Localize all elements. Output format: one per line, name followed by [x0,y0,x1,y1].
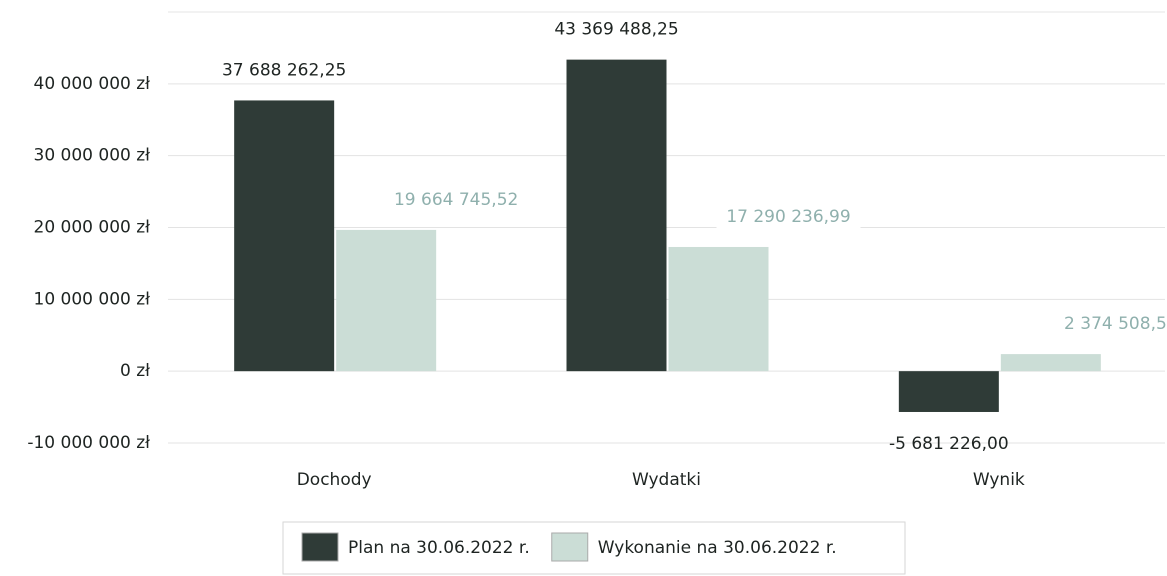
y-tick-label: -10 000 000 zł [27,433,150,453]
data-label: -5 681 226,00 [889,434,1009,454]
label-background [716,202,861,231]
bar [1000,354,1101,372]
bar [566,59,667,372]
label-background [384,185,529,214]
data-label: 17 290 236,99 [726,207,850,227]
y-tick-label: 0 zł [120,361,150,381]
label-background [1048,310,1167,339]
data-label: 2 374 508,53 [1064,314,1167,334]
bar [336,229,437,372]
x-tick-label: Wydatki [632,470,701,490]
x-tick-label: Dochody [297,470,372,490]
y-tick-label: 40 000 000 zł [34,74,151,94]
data-label: 43 369 488,25 [554,20,678,40]
legend-label: Wykonanie na 30.06.2022 r. [598,538,837,558]
bar [234,100,335,372]
y-tick-label: 20 000 000 zł [34,218,151,238]
data-label: 37 688 262,25 [222,60,346,80]
bar [668,246,769,372]
bar [898,371,999,412]
y-tick-label: 10 000 000 zł [34,289,151,309]
legend-swatch [551,532,589,562]
data-label: 19 664 745,52 [394,190,518,210]
legend-swatch [301,532,339,562]
legend-label: Plan na 30.06.2022 r. [348,538,530,558]
legend-box [282,521,906,575]
x-tick-label: Wynik [973,470,1025,490]
y-tick-label: 30 000 000 zł [34,146,151,166]
